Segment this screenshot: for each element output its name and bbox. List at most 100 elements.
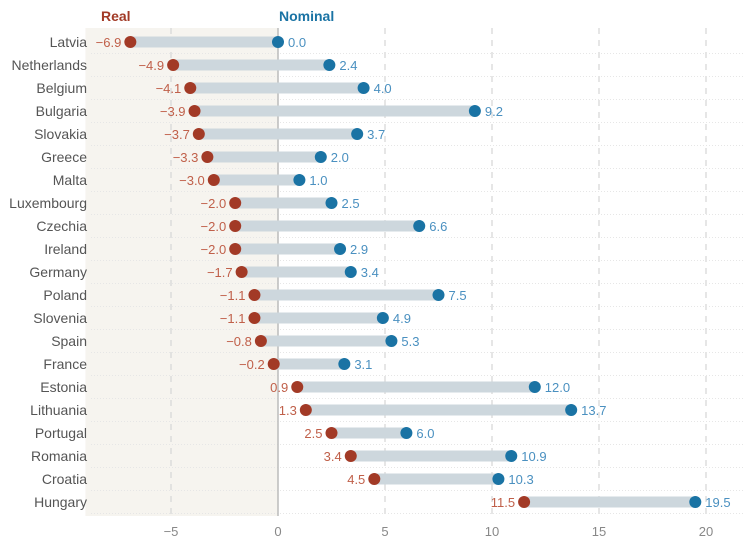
real-dot xyxy=(229,197,242,209)
nominal-value-label: 4.9 xyxy=(393,311,411,326)
nominal-value-label: 0.0 xyxy=(288,35,306,50)
real-dots xyxy=(124,36,531,508)
legend-nominal: Nominal xyxy=(279,8,334,24)
country-label: Ireland xyxy=(44,241,87,257)
country-label: Netherlands xyxy=(12,57,88,73)
nominal-dot xyxy=(400,427,413,439)
real-value-label: −3.9 xyxy=(160,104,186,119)
real-value-label: −4.9 xyxy=(138,58,164,73)
nominal-value-label: 3.1 xyxy=(354,357,372,372)
nominal-value-label: 10.9 xyxy=(521,449,546,464)
connector-bar xyxy=(235,197,332,209)
connector-bar xyxy=(374,473,499,485)
real-dot xyxy=(229,243,242,255)
nominal-value-label: 2.5 xyxy=(342,196,360,211)
real-value-label: −0.8 xyxy=(226,334,252,349)
real-dot xyxy=(192,128,205,140)
country-label: Croatia xyxy=(42,471,87,487)
nominal-value-label: 2.9 xyxy=(350,242,368,257)
country-label: Portugal xyxy=(35,425,87,441)
legend-real: Real xyxy=(101,8,131,24)
connector-bars xyxy=(130,36,696,508)
real-dot xyxy=(201,151,214,163)
real-value-label: −2.0 xyxy=(201,196,227,211)
real-value-label: −3.3 xyxy=(173,150,199,165)
real-dot xyxy=(299,404,312,416)
x-tick-label: 0 xyxy=(274,524,281,539)
nominal-value-label: 2.4 xyxy=(339,58,357,73)
connector-bar xyxy=(194,105,475,117)
connector-bar xyxy=(235,220,420,232)
nominal-value-label: 6.6 xyxy=(429,219,447,234)
connector-bar xyxy=(273,358,345,370)
real-dot xyxy=(325,427,338,439)
real-value-label: 1.3 xyxy=(279,403,297,418)
nominal-dot xyxy=(376,312,389,324)
real-dot xyxy=(229,220,242,232)
real-dot xyxy=(518,496,531,508)
x-tick-label: 10 xyxy=(485,524,499,539)
connector-bar xyxy=(305,404,572,416)
nominal-value-label: 2.0 xyxy=(331,150,349,165)
country-label: Luxembourg xyxy=(9,195,87,211)
real-value-label: 11.5 xyxy=(491,495,515,510)
nominal-dot xyxy=(357,82,370,94)
real-dot xyxy=(207,174,220,186)
row-separators xyxy=(91,53,745,514)
connector-bar xyxy=(173,59,330,71)
real-dot xyxy=(167,59,180,71)
real-dot xyxy=(248,312,261,324)
connector-bar xyxy=(207,151,321,163)
connector-bar xyxy=(524,496,696,508)
x-axis-ticks: −5 0 5 10 15 20 xyxy=(164,524,714,539)
real-value-label: −3.0 xyxy=(179,173,205,188)
connector-bar xyxy=(213,174,300,186)
country-label: Romania xyxy=(31,448,87,464)
connector-bar xyxy=(260,335,392,347)
country-label: Greece xyxy=(41,149,87,165)
nominal-dot xyxy=(432,289,445,301)
nominal-value-label: 4.0 xyxy=(374,81,392,96)
x-tick-label: 5 xyxy=(381,524,388,539)
nominal-dot xyxy=(323,59,336,71)
nominal-dot xyxy=(344,266,357,278)
x-tick-label: 15 xyxy=(592,524,606,539)
real-dot xyxy=(291,381,304,393)
country-label: Latvia xyxy=(50,34,88,50)
connector-bar xyxy=(198,128,358,140)
nominal-value-label: 12.0 xyxy=(545,380,570,395)
vertical-gridlines xyxy=(170,28,707,516)
real-value-label: −3.7 xyxy=(164,127,190,142)
nominal-dot xyxy=(334,243,347,255)
nominal-dot xyxy=(413,220,426,232)
nominal-value-label: 19.5 xyxy=(705,495,730,510)
real-value-label: −6.9 xyxy=(96,35,122,50)
nominal-value-label: 3.7 xyxy=(367,127,385,142)
nominal-value-label: 1.0 xyxy=(309,173,327,188)
real-value-label: 0.9 xyxy=(270,380,288,395)
connector-bar xyxy=(235,243,341,255)
nominal-value-label: 6.0 xyxy=(416,426,434,441)
real-dot xyxy=(184,82,197,94)
x-tick-label: 20 xyxy=(699,524,713,539)
nominal-dot xyxy=(565,404,578,416)
nominal-dot xyxy=(468,105,481,117)
nominal-value-label: 10.3 xyxy=(508,472,533,487)
legend: Real Nominal xyxy=(101,8,334,24)
country-label: Hungary xyxy=(34,494,87,510)
connector-bar xyxy=(350,450,512,462)
real-value-label: −1.7 xyxy=(207,265,233,280)
country-label: Bulgaria xyxy=(36,103,88,119)
country-label: Belgium xyxy=(36,80,87,96)
nominal-dot xyxy=(492,473,505,485)
real-value-label: −1.1 xyxy=(220,288,246,303)
nominal-value-label: 3.4 xyxy=(361,265,379,280)
real-value-label: −2.0 xyxy=(201,219,227,234)
real-value-label: −4.1 xyxy=(156,81,182,96)
country-label: Spain xyxy=(51,333,87,349)
connector-bar xyxy=(241,266,351,278)
real-dot xyxy=(254,335,267,347)
nominal-value-label: 9.2 xyxy=(485,104,503,119)
nominal-value-label: 13.7 xyxy=(581,403,606,418)
real-value-label: 3.4 xyxy=(324,449,342,464)
